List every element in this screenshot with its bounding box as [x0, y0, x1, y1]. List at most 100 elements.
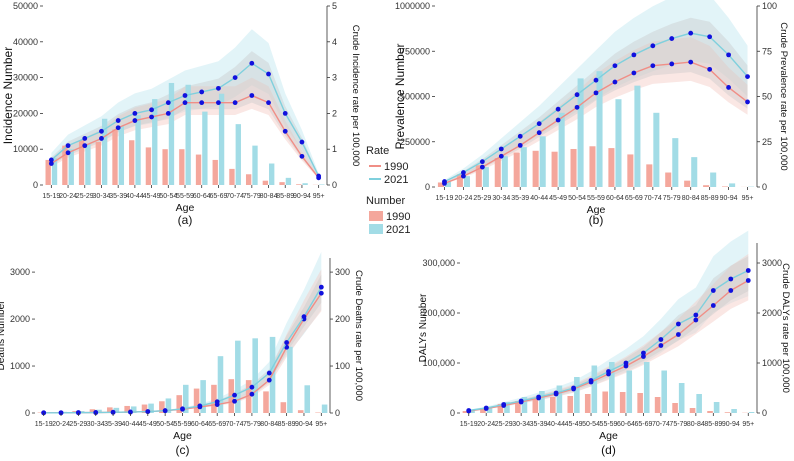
rate-point-1990-60-64	[612, 79, 618, 85]
bar-1990-85-89	[280, 402, 287, 413]
bar-2021-70-74	[661, 370, 668, 413]
rate-point-1990-75-79	[249, 93, 255, 98]
x-tick-label: 15-19	[42, 193, 60, 200]
bar-2021-95+	[748, 412, 755, 413]
bar-2021-65-69	[218, 93, 225, 185]
x-tick-label: 30-34	[87, 421, 105, 428]
x-tick-label: 15-19	[35, 421, 53, 428]
rate-point-2021-35-39	[110, 409, 116, 415]
legend-number-2021-label: 2021	[386, 224, 410, 236]
bar-2021-15-19	[469, 410, 475, 413]
right-axis-tick-label: 4	[332, 37, 337, 47]
rate-point-1990-40-44	[132, 118, 138, 123]
left-axis-tick-label: 750000	[400, 46, 430, 56]
left-axis-tick-label: 300,000	[422, 258, 455, 268]
rate-point-2021-25-29	[479, 159, 485, 165]
x-tick-label: 90-94	[720, 195, 738, 202]
rate-point-2021-90-94	[726, 52, 731, 58]
rate-point-2021-85-89	[282, 111, 288, 116]
bar-2021-35-39	[520, 147, 527, 187]
rate-point-1990-85-89	[707, 66, 713, 72]
rate-point-2021-65-69	[631, 52, 637, 58]
x-tick-label: 95+	[313, 193, 325, 200]
x-tick-label: 55-59	[176, 193, 194, 200]
bar-1990-15-19	[462, 411, 469, 413]
x-tick-label: 35-39	[104, 421, 122, 428]
x-tick-label: 90-94	[295, 421, 313, 428]
right-axis-title: Crude Incidence rate per 100,000	[350, 25, 361, 167]
bar-1990-55-59	[589, 146, 596, 187]
rate-point-1990-70-74	[658, 343, 664, 348]
legend-rate-title: Rate	[366, 145, 389, 157]
rate-point-2021-95+	[316, 173, 322, 179]
rate-point-2021-95+	[745, 268, 751, 273]
rate-point-1990-95+	[745, 99, 750, 105]
bar-2021-30-34	[501, 156, 508, 187]
right-axis-tick-label: 0	[762, 182, 767, 192]
x-tick-label: 45-49	[143, 193, 161, 200]
bar-2021-95+	[319, 184, 325, 185]
rate-point-1990-70-74	[650, 63, 656, 69]
bar-2021-15-19	[51, 158, 58, 185]
x-tick-label: 90-94	[293, 193, 311, 200]
x-tick-label: 70-74	[652, 421, 670, 428]
left-axis-title: Incidence Number	[1, 47, 15, 144]
rate-point-2021-90-94	[728, 276, 734, 282]
x-tick-label: 55-59	[600, 421, 618, 428]
left-axis-tick-label: 50000	[13, 1, 38, 11]
bar-1990-55-59	[176, 395, 182, 413]
bar-2021-65-69	[634, 85, 641, 187]
x-tick-label: 30-34	[492, 195, 510, 202]
left-axis-title: Prevalence Number	[393, 43, 407, 149]
bar-1990-30-34	[494, 158, 501, 187]
bar-2021-70-74	[235, 124, 241, 185]
bar-1990-20-24	[456, 174, 463, 187]
rate-point-1990-45-49	[149, 114, 154, 120]
rate-point-2021-15-19	[48, 157, 54, 163]
bar-1990-35-39	[107, 407, 113, 413]
x-tick-label: 25-29	[76, 193, 94, 200]
left-axis-tick-label: 1000	[10, 361, 30, 371]
left-axis-title: Deaths Number	[0, 300, 7, 371]
rate-point-2021-90-94	[301, 314, 307, 320]
chart-panel-1: 0 10000 20000 30000 40000 50000 0 1 2 3 4 5 15-1920-…	[1, 1, 361, 227]
rate-point-1990-60-64	[199, 100, 205, 106]
rate-point-2021-20-24	[58, 410, 64, 416]
bar-1990-15-19	[437, 182, 444, 187]
rate-point-2021-50-54	[162, 408, 168, 414]
uncertainty-band-overlap	[51, 51, 319, 179]
x-tick-label: 50-54	[156, 421, 174, 428]
bar-1990-50-54	[584, 394, 591, 413]
legend-rate-1990-label: 1990	[384, 161, 408, 173]
bar-1990-75-79	[672, 403, 678, 413]
bar-2021-60-64	[200, 380, 206, 413]
bar-1990-80-84	[689, 408, 696, 413]
rate-point-2021-50-54	[165, 100, 171, 106]
rate-point-1990-70-74	[232, 100, 238, 106]
bar-2021-50-54	[168, 82, 175, 185]
rate-point-2021-95+	[318, 284, 324, 290]
rate-point-2021-55-59	[593, 77, 599, 83]
rate-point-2021-15-19	[466, 408, 472, 413]
x-tick-label: 25-29	[495, 421, 513, 428]
rate-point-2021-30-34	[99, 128, 104, 134]
x-tick-label: 80-84	[260, 193, 278, 200]
right-axis-tick-label: 50	[762, 92, 772, 102]
bar-2021-90-94	[731, 409, 737, 413]
rate-point-2021-55-59	[606, 369, 611, 374]
bar-2021-85-89	[710, 172, 717, 187]
rate-point-1990-25-29	[82, 143, 88, 149]
bar-1990-70-74	[646, 164, 653, 187]
x-axis-title: Age	[173, 430, 192, 442]
bar-2021-55-59	[609, 362, 615, 413]
x-tick-label: 50-54	[568, 195, 586, 202]
bar-2021-40-44	[135, 115, 141, 185]
rate-point-1990-55-59	[182, 100, 188, 106]
x-tick-label: 30-34	[512, 421, 530, 428]
rate-point-2021-55-59	[182, 93, 188, 98]
legend-number-title-text: Number	[366, 195, 405, 207]
rate-point-2021-75-79	[669, 36, 675, 41]
bar-2021-60-64	[615, 99, 622, 187]
bar-2021-35-39	[113, 407, 120, 413]
right-axis-tick-label: 1000	[762, 358, 782, 368]
